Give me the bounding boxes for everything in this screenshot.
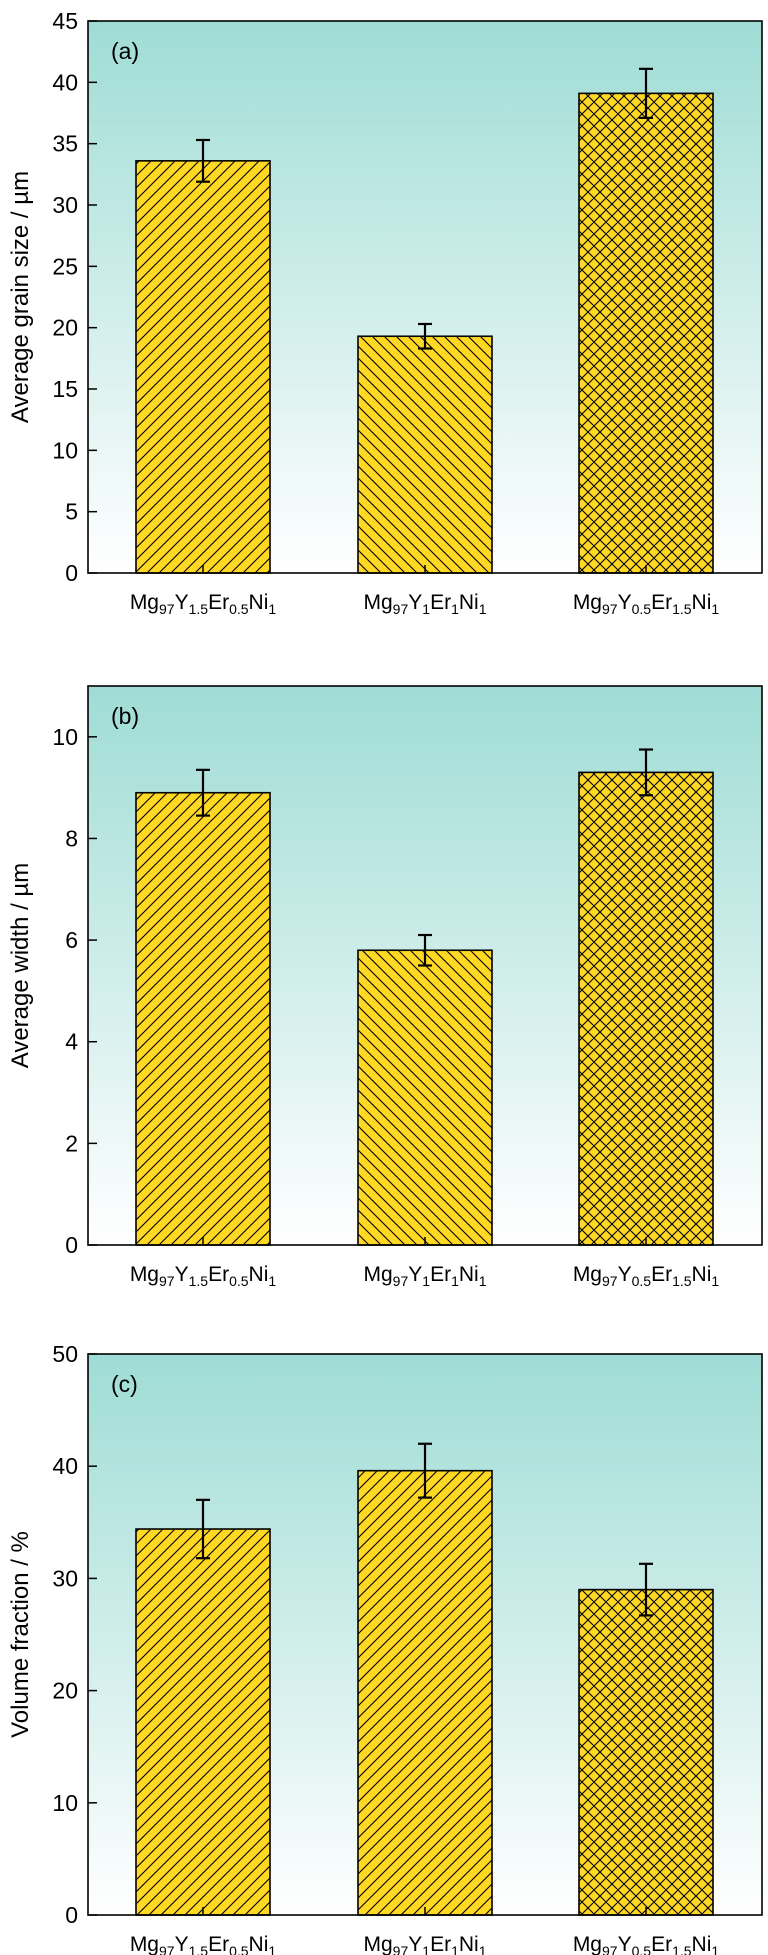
- panel-label: (a): [111, 38, 139, 64]
- y-tick-label: 10: [52, 724, 78, 750]
- bar-1: [135, 791, 271, 1246]
- bar-1: [135, 160, 271, 574]
- y-tick-label: 4: [65, 1029, 78, 1055]
- chart-panel-1: Mg97Y1.5Er0.5Ni1 Mg97Y1Er1Ni1 Mg97Y0.5Er1.…: [7, 8, 763, 617]
- y-tick-label: 0: [65, 1232, 78, 1258]
- y-tick-label: 0: [65, 1902, 78, 1928]
- bar-2: [357, 949, 493, 1246]
- y-tick-label: 5: [65, 499, 78, 525]
- bar-2: [357, 1469, 493, 1916]
- y-tick-label: 30: [52, 1565, 78, 1591]
- y-tick-label: 6: [65, 927, 78, 953]
- x-tick-label: Mg97Y1Er1Ni1: [363, 1263, 486, 1289]
- x-tick-label: Mg97Y1.5Er0.5Ni1: [130, 591, 277, 617]
- error-bar-2: [418, 322, 432, 350]
- y-tick-label: 40: [52, 1453, 78, 1479]
- y-tick-label: 20: [52, 1678, 78, 1704]
- error-bar-3: [639, 1562, 653, 1617]
- chart-panel-2: Mg97Y1.5Er0.5Ni1 Mg97Y1Er1Ni1 Mg97Y0.5Er1.…: [7, 685, 763, 1289]
- bar-3: [578, 92, 714, 574]
- y-tick-label: 0: [65, 560, 78, 586]
- y-tick-label: 15: [52, 376, 78, 402]
- x-tick-label: Mg97Y0.5Er1.5Ni1: [573, 1933, 720, 1955]
- y-tick-label: 25: [52, 253, 78, 279]
- error-bar-2: [418, 1442, 432, 1499]
- x-tick-label: Mg97Y1.5Er0.5Ni1: [130, 1933, 277, 1955]
- x-tick-label: Mg97Y0.5Er1.5Ni1: [573, 1263, 720, 1289]
- y-axis-label: Average grain size / µm: [7, 171, 34, 423]
- y-tick-label: 8: [65, 825, 78, 851]
- y-tick-label: 20: [52, 315, 78, 341]
- y-tick-label: 50: [52, 1341, 78, 1367]
- error-bar-2: [418, 933, 432, 967]
- x-tick-label: Mg97Y1Er1Ni1: [363, 1933, 486, 1955]
- y-tick-label: 10: [52, 1790, 78, 1816]
- error-bar-3: [639, 748, 653, 797]
- y-tick-label: 40: [52, 69, 78, 95]
- chart-panel-3: Mg97Y1.5Er0.5Ni1 Mg97Y1Er1Ni1 Mg97Y0.5Er1.…: [7, 1341, 763, 1955]
- bar-1: [135, 1528, 271, 1916]
- error-bar-1: [196, 138, 210, 183]
- error-bar-1: [196, 1498, 210, 1560]
- y-tick-label: 30: [52, 192, 78, 218]
- bar-2: [357, 335, 493, 574]
- x-tick-label: Mg97Y1.5Er0.5Ni1: [130, 1263, 277, 1289]
- bar-3: [578, 1588, 714, 1916]
- y-axis-label: Average width / µm: [7, 863, 34, 1068]
- y-tick-label: 45: [52, 8, 78, 34]
- error-bar-1: [196, 768, 210, 817]
- error-bar-3: [639, 67, 653, 120]
- panel-label: (c): [111, 1371, 138, 1397]
- bar-3: [578, 771, 714, 1246]
- y-tick-label: 2: [65, 1130, 78, 1156]
- x-tick-label: Mg97Y0.5Er1.5Ni1: [573, 591, 720, 617]
- y-tick-label: 10: [52, 437, 78, 463]
- y-tick-label: 35: [52, 131, 78, 157]
- y-axis-label: Volume fraction / %: [7, 1531, 34, 1738]
- x-tick-label: Mg97Y1Er1Ni1: [363, 591, 486, 617]
- panel-label: (b): [111, 703, 139, 729]
